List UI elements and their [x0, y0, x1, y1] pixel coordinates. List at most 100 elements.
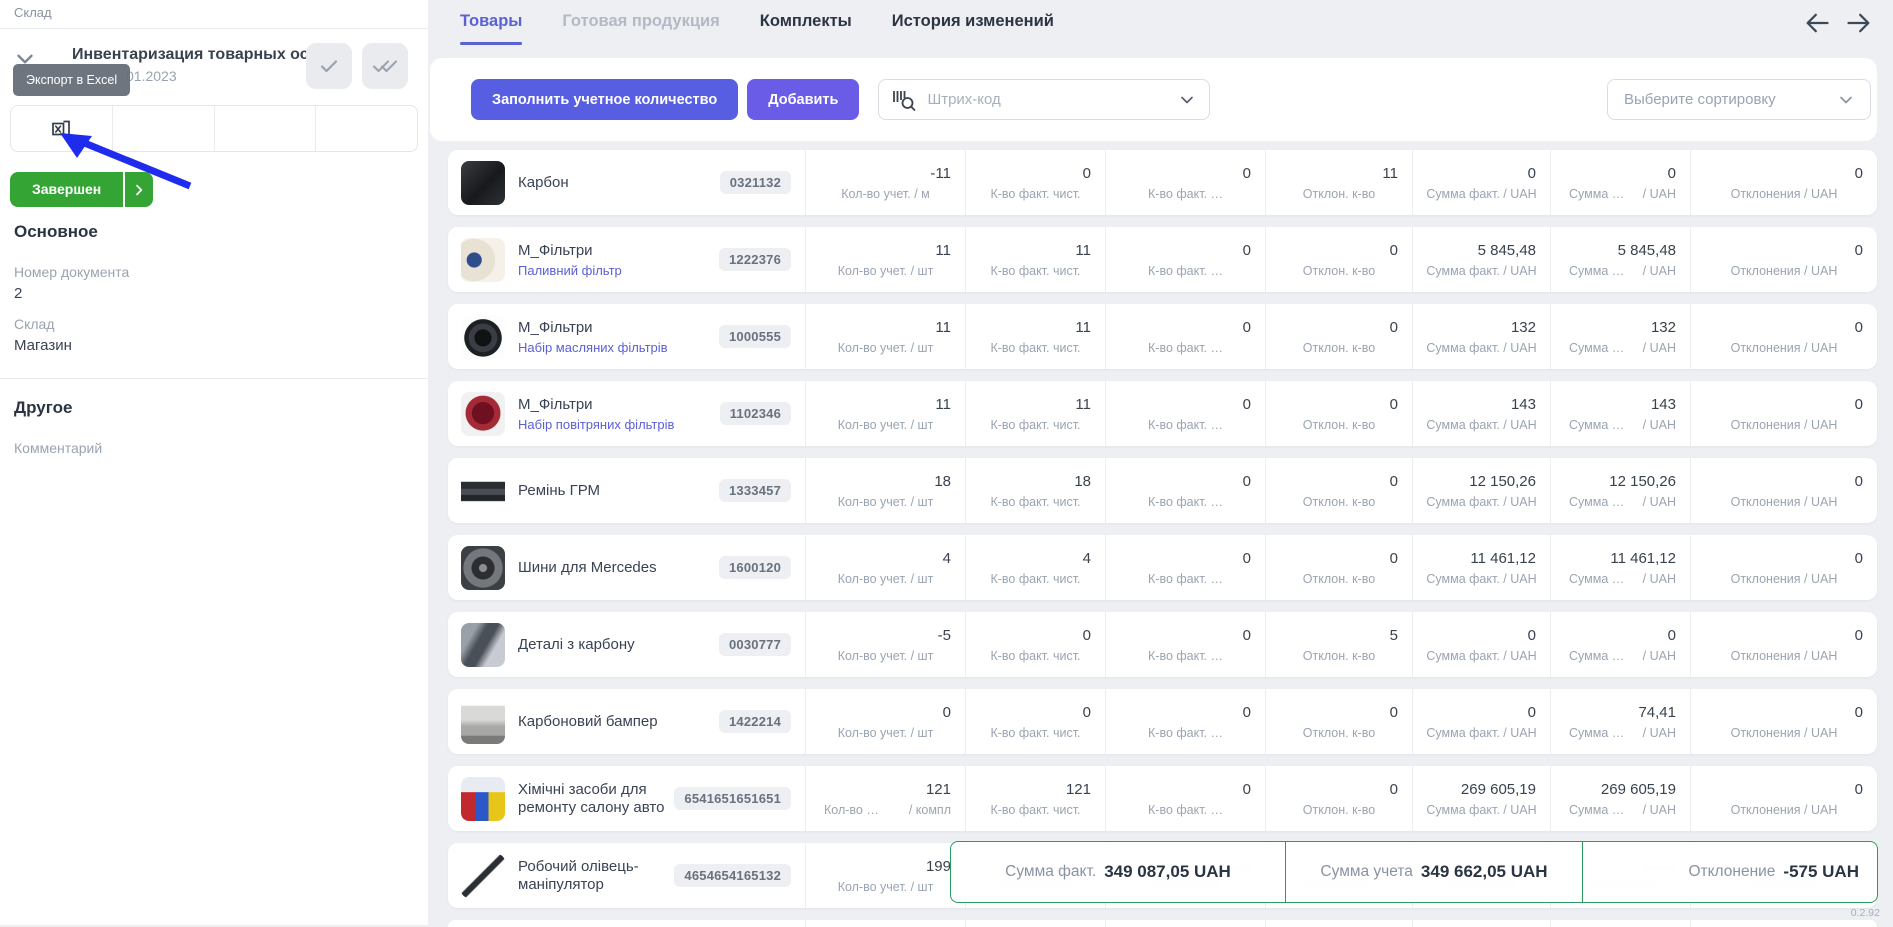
table-cell: 0 Сумма факт. / UAH — [1412, 150, 1550, 215]
cell-value: 0 — [1082, 703, 1091, 721]
cell-value: 12 150,26 — [1609, 472, 1676, 490]
cell-label: К-во факт. чист. — [990, 571, 1081, 586]
cell-value: 0 — [1389, 318, 1398, 336]
toolbar-cell-empty[interactable] — [213, 106, 316, 151]
table-row[interactable]: Карбоновий бампер 1422214 0 Кол-во учет. / … — [448, 689, 1877, 754]
status-next-button[interactable] — [125, 172, 154, 207]
cell-label: Кол-во учет. / шт — [837, 879, 934, 894]
product-info: М_Фільтри Паливний фільтр — [518, 242, 711, 278]
cell-value: 0 — [1854, 164, 1863, 182]
cell-label: Отклон. к-во — [1302, 571, 1376, 586]
check-icon — [317, 54, 341, 78]
cell-label: Сумма факт. / UAH — [1426, 186, 1537, 201]
cell-label: К-во факт. чист. — [990, 186, 1081, 201]
cell-value: 143 — [1650, 395, 1676, 413]
table-cell: 0 Отклонения / UAH — [1690, 227, 1877, 292]
cell-label: Сумма факт. / UAH — [1426, 417, 1537, 432]
cell-label: Сумма факт. / UAH — [1426, 263, 1537, 278]
cell-label-left: Кол-во … — [824, 802, 879, 817]
product-name-cell: Ремінь ГРМ 1333457 — [448, 458, 805, 523]
cell-label: Сумма факт. / UAH — [1426, 802, 1537, 817]
totals-summary-bar: Сумма факт. 349 087,05 UAH Сумма учета 3… — [950, 841, 1878, 903]
product-name: М_Фільтри — [518, 395, 593, 413]
table-row[interactable]: М_Фільтри Набір повітряних фільтрів 110234… — [448, 381, 1877, 446]
tab-bar: Товары Готовая продукция Комплекты Истор… — [460, 12, 1054, 45]
cell-label: Сумма факт. / UAH — [1426, 571, 1537, 586]
barcode-input[interactable]: Штрих-код — [878, 79, 1211, 120]
product-subtitle-link[interactable]: Набір масляних фільтрів — [518, 339, 668, 355]
cell-value: 0 — [1242, 164, 1251, 182]
tab-products[interactable]: Товары — [460, 12, 523, 45]
summary-label: Сумма учета — [1320, 863, 1413, 880]
tab-bundles[interactable]: Комплекты — [759, 12, 852, 30]
cell-label: Отклонения / UAH — [1730, 571, 1838, 586]
product-code-badge: 4654654165132 — [674, 864, 791, 887]
cell-value: 0 — [1854, 241, 1863, 259]
toolbar-cell-empty[interactable] — [315, 106, 417, 151]
cell-value: 0 — [1527, 164, 1536, 182]
tab-finished-goods[interactable]: Готовая продукция — [562, 12, 720, 30]
section-heading-main: Основное — [14, 222, 98, 241]
cell-value: 0 — [1242, 472, 1251, 490]
export-excel-button[interactable] — [11, 106, 112, 151]
collapse-chevron-icon[interactable] — [12, 46, 38, 72]
cell-label: Отклонения / UAH — [1730, 263, 1838, 278]
product-image — [461, 853, 505, 898]
table-cell: 0 Отклон. к-во — [1265, 304, 1412, 369]
cell-value: 0 — [1242, 780, 1251, 798]
product-name-cell: Карбон 0321132 — [448, 150, 805, 215]
product-subtitle-link[interactable]: Паливний фільтр — [518, 262, 622, 278]
table-row-partial[interactable] — [448, 920, 1877, 927]
cell-value: 74,41 — [1638, 703, 1676, 721]
table-cell: 0 К-во факт. чист. — [965, 150, 1105, 215]
table-cell: 4 Кол-во учет. / шт — [805, 535, 965, 600]
product-subtitle-link[interactable]: Набір повітряних фільтрів — [518, 416, 675, 432]
cell-label: К-во факт. … — [1148, 802, 1223, 817]
product-image — [461, 699, 505, 744]
product-name-cell: М_Фільтри Паливний фільтр 1222376 — [448, 227, 805, 292]
cell-value: 0 — [1242, 318, 1251, 336]
product-name-cell: Хімічні засоби для ремонту салону авто 65… — [448, 766, 805, 831]
cell-label: Кол-во учет. / шт — [837, 340, 934, 355]
product-info: Карбон — [518, 174, 712, 192]
product-image — [461, 622, 505, 667]
product-image — [461, 468, 505, 513]
fill-quantity-button[interactable]: Заполнить учетное количество — [471, 79, 739, 120]
cell-value: 11 — [935, 318, 951, 336]
cell-label: Отклонения / UAH — [1730, 802, 1838, 817]
table-row[interactable]: Хімічні засоби для ремонту салону авто 65… — [448, 766, 1877, 831]
products-table: Карбон 0321132 -11 Кол-во учет. / м 0 К-во фа… — [448, 150, 1877, 927]
table-cell: 11 Кол-во учет. / шт — [805, 227, 965, 292]
add-button[interactable]: Добавить — [747, 79, 860, 120]
cell-label-left: Сумма … — [1569, 340, 1625, 355]
cell-label-left: Сумма … — [1569, 802, 1625, 817]
cell-value: 0 — [1242, 703, 1251, 721]
forward-arrow-icon[interactable] — [1845, 9, 1873, 37]
cell-value: 0 — [1527, 626, 1536, 644]
table-row[interactable]: М_Фільтри Паливний фільтр 1222376 11 Кол-во … — [448, 227, 1877, 292]
cell-value: 18 — [934, 472, 951, 490]
cell-label: Сумма … / UAH — [1551, 803, 1690, 817]
field-value-doc-number: 2 — [14, 285, 23, 302]
back-arrow-icon[interactable] — [1803, 9, 1831, 37]
tab-history[interactable]: История изменений — [891, 12, 1054, 30]
double-check-button[interactable] — [362, 43, 408, 89]
table-row[interactable]: М_Фільтри Набір масляних фільтрів 1000555 1… — [448, 304, 1877, 369]
table-cell: 0 К-во факт. … — [1105, 689, 1265, 754]
summary-value: -575 UAH — [1783, 862, 1859, 881]
check-button[interactable] — [306, 43, 352, 89]
cell-label: Отклонения / UAH — [1730, 417, 1838, 432]
toolbar-cell-empty[interactable] — [111, 106, 214, 151]
status-completed-button[interactable]: Завершен — [10, 172, 124, 207]
table-row[interactable]: Деталі з карбону 0030777 -5 Кол-во учет. / … — [448, 612, 1877, 677]
product-name: Робочий олівець-маніпулятор — [518, 857, 639, 893]
table-row[interactable]: Шини для Mercedes 1600120 4 Кол-во учет. / … — [448, 535, 1877, 600]
table-cell — [1690, 920, 1877, 927]
sort-select[interactable]: Выберите сортировку — [1607, 79, 1871, 120]
product-name: М_Фільтри — [518, 318, 593, 336]
table-row[interactable]: Карбон 0321132 -11 Кол-во учет. / м 0 К-во фа… — [448, 150, 1877, 215]
cell-value: 11 461,12 — [1470, 549, 1536, 567]
export-excel-tooltip: Экспорт в Excel — [13, 64, 131, 96]
cell-label-left: Сумма … — [1569, 417, 1625, 432]
table-row[interactable]: Ремінь ГРМ 1333457 18 Кол-во учет. / шт 18 К-… — [448, 458, 1877, 523]
